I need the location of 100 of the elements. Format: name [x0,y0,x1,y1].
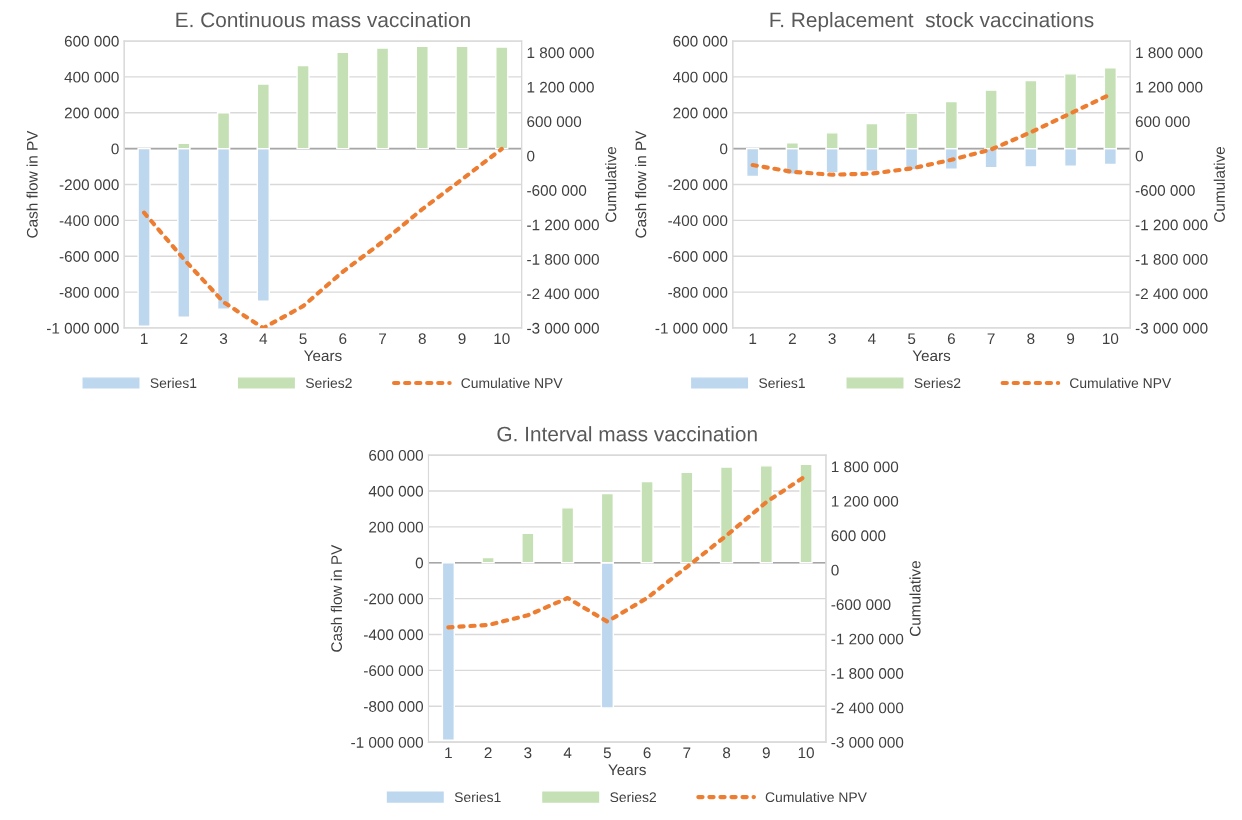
y-tick-label: -800 000 [59,286,119,298]
legend-label: Series1 [454,791,501,803]
y-tick-label: 200 000 [673,107,728,119]
x-tick-label: 2 [484,747,492,759]
x-tick-label: 6 [339,333,347,345]
y2-tick-label: 600 000 [1135,116,1190,128]
legend-label: Cumulative NPV [461,377,563,389]
y-axis-title: Cash flow in PV [635,130,647,238]
bar [336,51,350,150]
legend-label: Series1 [759,377,805,389]
bar [560,507,575,564]
bar [521,532,535,564]
x-tick-label: 3 [828,333,836,345]
x-tick-label: 4 [259,333,268,344]
bar [495,46,509,150]
bar [719,466,734,564]
y-tick-label: -400 000 [59,215,119,227]
y-tick-label: -400 000 [364,629,424,641]
y2-tick-label: -2 400 000 [1135,288,1208,300]
y-tick-label: -800 000 [668,286,728,298]
x-tick-label: 10 [798,747,814,759]
y-tick-label: -200 000 [364,593,424,605]
y2-tick-label: -3 000 000 [831,736,904,748]
legend-label: Series2 [914,377,961,389]
y2-tick-label: 600 000 [831,530,886,542]
y2-tick-label: 1 200 000 [1136,81,1203,93]
legend-label: Cumulative NPV [765,791,867,803]
x-tick-label: 6 [947,333,955,345]
bar [137,147,151,327]
y2-tick-label: -2 400 000 [527,288,599,300]
x-axis-title: Years [608,764,646,776]
x-tick-label: 6 [643,747,651,759]
y2-tick-label: -1 200 000 [527,219,599,231]
chart-title: F. Replacement stock vaccinations [770,12,1094,32]
x-axis-title: Years [912,350,951,362]
y2-axis-title: Cumulative [909,561,921,637]
y-tick-label: -600 000 [364,665,424,677]
y-tick-label: 200 000 [369,521,424,533]
y2-tick-label: -3 000 000 [1135,322,1208,334]
y2-tick-label: 1 200 000 [527,81,594,93]
y2-tick-label: -600 000 [527,185,587,196]
chart-title: E. Continuous mass vaccination [176,12,470,28]
x-tick-label: 5 [907,333,916,345]
x-tick-label: 1 [749,333,757,344]
x-tick-label: 4 [867,333,876,344]
y-tick-label: -800 000 [364,701,424,712]
y2-tick-label: 600 000 [527,116,582,128]
y2-tick-label: 1 800 000 [1136,47,1203,59]
y2-tick-label: -600 000 [831,599,891,611]
y-tick-label: -600 000 [668,251,728,262]
y-axis-title: Cash flow in PV [330,544,343,652]
bar [481,556,495,564]
x-axis-title: Years [304,350,342,362]
line-series [141,146,504,328]
x-tick-label: 9 [1067,333,1075,345]
y2-tick-label: -1 200 000 [831,633,904,645]
bar [680,471,694,564]
bar [296,64,310,150]
y-tick-label: 0 [720,143,728,155]
legend-label: Cumulative NPV [1070,377,1172,389]
y-tick-label: -400 000 [668,215,728,227]
y-tick-label: -200 000 [668,179,728,191]
chart-title: G. Interval mass vaccination [497,426,757,442]
y2-tick-label: 1 200 000 [831,495,899,507]
y-tick-label: 600 000 [369,449,424,461]
y2-tick-label: -1 800 000 [1135,253,1208,265]
y-tick-label: 0 [111,143,119,155]
y-tick-label: -1 000 000 [46,322,119,334]
y2-tick-label: -1 800 000 [831,668,904,679]
y2-tick-label: -1 800 000 [527,253,599,265]
x-tick-label: 4 [563,747,572,759]
x-tick-label: 2 [180,333,188,344]
bar [415,45,429,150]
x-tick-label: 7 [987,333,995,344]
x-tick-label: 7 [683,747,691,759]
x-tick-label: 5 [603,747,611,759]
x-tick-label: 8 [1027,333,1035,345]
legend-label: Series2 [305,377,352,389]
y2-tick-label: -3 000 000 [527,322,599,334]
y2-tick-label: -1 200 000 [1135,219,1208,231]
x-tick-label: 10 [494,333,510,345]
x-tick-label: 2 [788,333,796,344]
x-tick-label: 5 [299,333,307,345]
y-tick-label: 0 [415,557,424,569]
y-tick-label: -600 000 [59,251,119,262]
x-tick-label: 10 [1103,333,1119,345]
y-tick-label: 400 000 [64,71,119,83]
bar [799,463,813,564]
y2-tick-label: 0 [1135,150,1143,162]
y-tick-label: -1 000 000 [655,322,728,334]
y-tick-label: -200 000 [59,179,119,191]
bar [441,562,456,742]
y2-tick-label: -600 000 [1135,185,1195,196]
bar [640,480,654,564]
y-tick-label: 400 000 [368,485,424,497]
bar [759,465,773,564]
y2-tick-label: 0 [527,150,535,162]
y-axis-title: Cash flow in PV [26,130,38,238]
x-tick-label: 3 [219,333,228,345]
x-tick-label: 3 [524,747,532,759]
